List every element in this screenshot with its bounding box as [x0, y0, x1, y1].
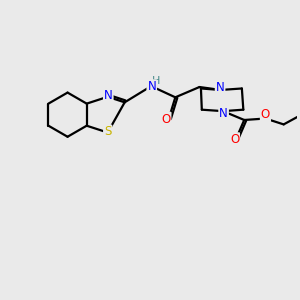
Text: N: N [104, 89, 112, 102]
Text: S: S [104, 125, 111, 138]
Text: N: N [216, 81, 224, 94]
Text: O: O [230, 133, 239, 146]
Text: O: O [261, 109, 270, 122]
Text: H: H [152, 76, 161, 86]
Text: N: N [219, 107, 228, 120]
Text: N: N [147, 80, 156, 93]
Text: O: O [161, 112, 170, 126]
